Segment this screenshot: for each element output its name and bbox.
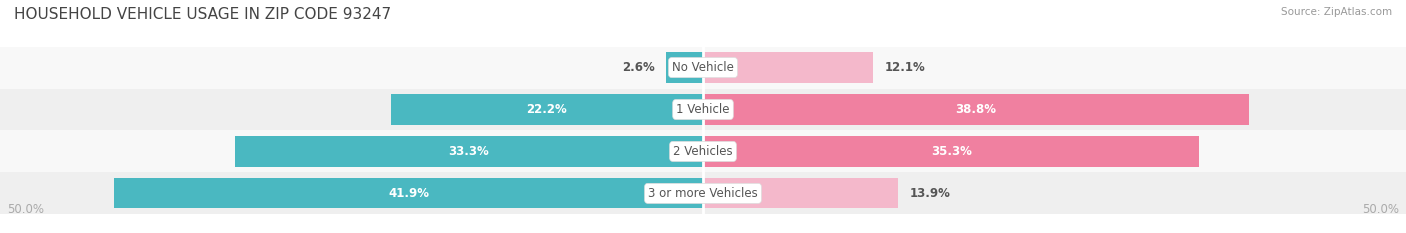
Text: 2 Vehicles: 2 Vehicles xyxy=(673,145,733,158)
Bar xyxy=(391,94,703,125)
Bar xyxy=(703,136,1199,167)
Bar xyxy=(0,130,1406,172)
Bar xyxy=(0,47,1406,89)
Text: 12.1%: 12.1% xyxy=(884,61,925,74)
Text: 13.9%: 13.9% xyxy=(910,187,950,200)
Text: 1 Vehicle: 1 Vehicle xyxy=(676,103,730,116)
Bar xyxy=(235,136,703,167)
Bar xyxy=(0,172,1406,214)
Bar xyxy=(666,52,703,83)
Text: 2.6%: 2.6% xyxy=(623,61,655,74)
Text: 33.3%: 33.3% xyxy=(449,145,489,158)
Text: 50.0%: 50.0% xyxy=(7,203,44,216)
Bar xyxy=(703,94,1249,125)
Text: HOUSEHOLD VEHICLE USAGE IN ZIP CODE 93247: HOUSEHOLD VEHICLE USAGE IN ZIP CODE 9324… xyxy=(14,7,391,22)
Bar xyxy=(114,178,703,209)
Bar xyxy=(703,52,873,83)
Text: 50.0%: 50.0% xyxy=(1362,203,1399,216)
Text: 38.8%: 38.8% xyxy=(955,103,997,116)
Text: 35.3%: 35.3% xyxy=(931,145,972,158)
Bar xyxy=(703,178,898,209)
Bar xyxy=(0,89,1406,130)
Text: Source: ZipAtlas.com: Source: ZipAtlas.com xyxy=(1281,7,1392,17)
Text: 3 or more Vehicles: 3 or more Vehicles xyxy=(648,187,758,200)
Text: No Vehicle: No Vehicle xyxy=(672,61,734,74)
Text: 22.2%: 22.2% xyxy=(527,103,567,116)
Text: 41.9%: 41.9% xyxy=(388,187,429,200)
